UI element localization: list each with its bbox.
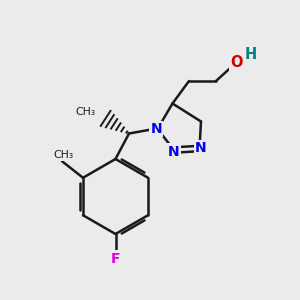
Text: N: N bbox=[151, 122, 162, 136]
Text: O: O bbox=[230, 55, 242, 70]
Text: CH₃: CH₃ bbox=[54, 150, 74, 160]
Text: N: N bbox=[195, 142, 207, 155]
Text: H: H bbox=[245, 47, 257, 62]
Text: N: N bbox=[168, 145, 180, 158]
Text: F: F bbox=[111, 252, 120, 266]
Text: CH₃: CH₃ bbox=[75, 106, 95, 117]
